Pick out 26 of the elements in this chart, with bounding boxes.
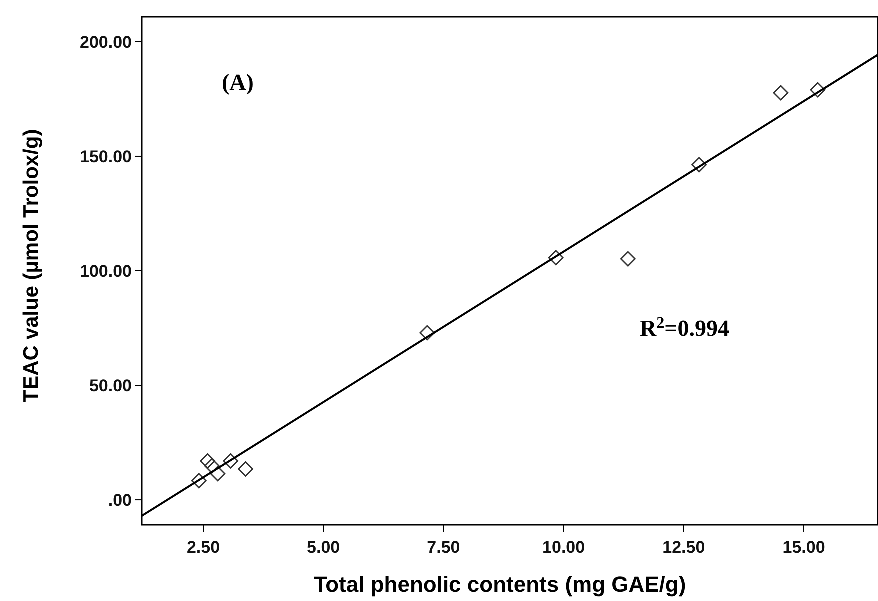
y-tick-label: 50.00 — [89, 376, 132, 396]
y-tick-label: 150.00 — [80, 147, 132, 166]
point — [210, 466, 226, 482]
y-axis-title: TEAC value (µmol Trolox/g) — [20, 129, 43, 403]
x-tick-label: 7.50 — [427, 538, 460, 557]
x-tick-label: 10.00 — [542, 538, 586, 557]
x-axis-title: Total phenolic contents (mg GAE/g) — [314, 572, 686, 597]
x-tick-label: 12.50 — [662, 538, 706, 557]
y-tick-label: 100.00 — [80, 262, 132, 281]
annotation: R$^{2}$=0.994 — [640, 314, 730, 341]
annotation: (A) — [222, 70, 254, 95]
point — [548, 250, 564, 266]
point — [223, 453, 239, 469]
point — [238, 461, 254, 477]
x-tick-label: 5.00 — [307, 538, 340, 557]
point — [810, 82, 826, 98]
x-tick-label: 2.50 — [186, 538, 220, 557]
y-tick-label: 200.00 — [80, 32, 132, 52]
point — [191, 473, 207, 489]
point — [620, 251, 636, 267]
point — [692, 157, 707, 173]
x-tick-label: 15.00 — [782, 538, 826, 557]
y-tick-label: .00 — [108, 491, 132, 510]
point — [200, 453, 216, 469]
point — [420, 325, 436, 341]
point — [773, 85, 789, 101]
